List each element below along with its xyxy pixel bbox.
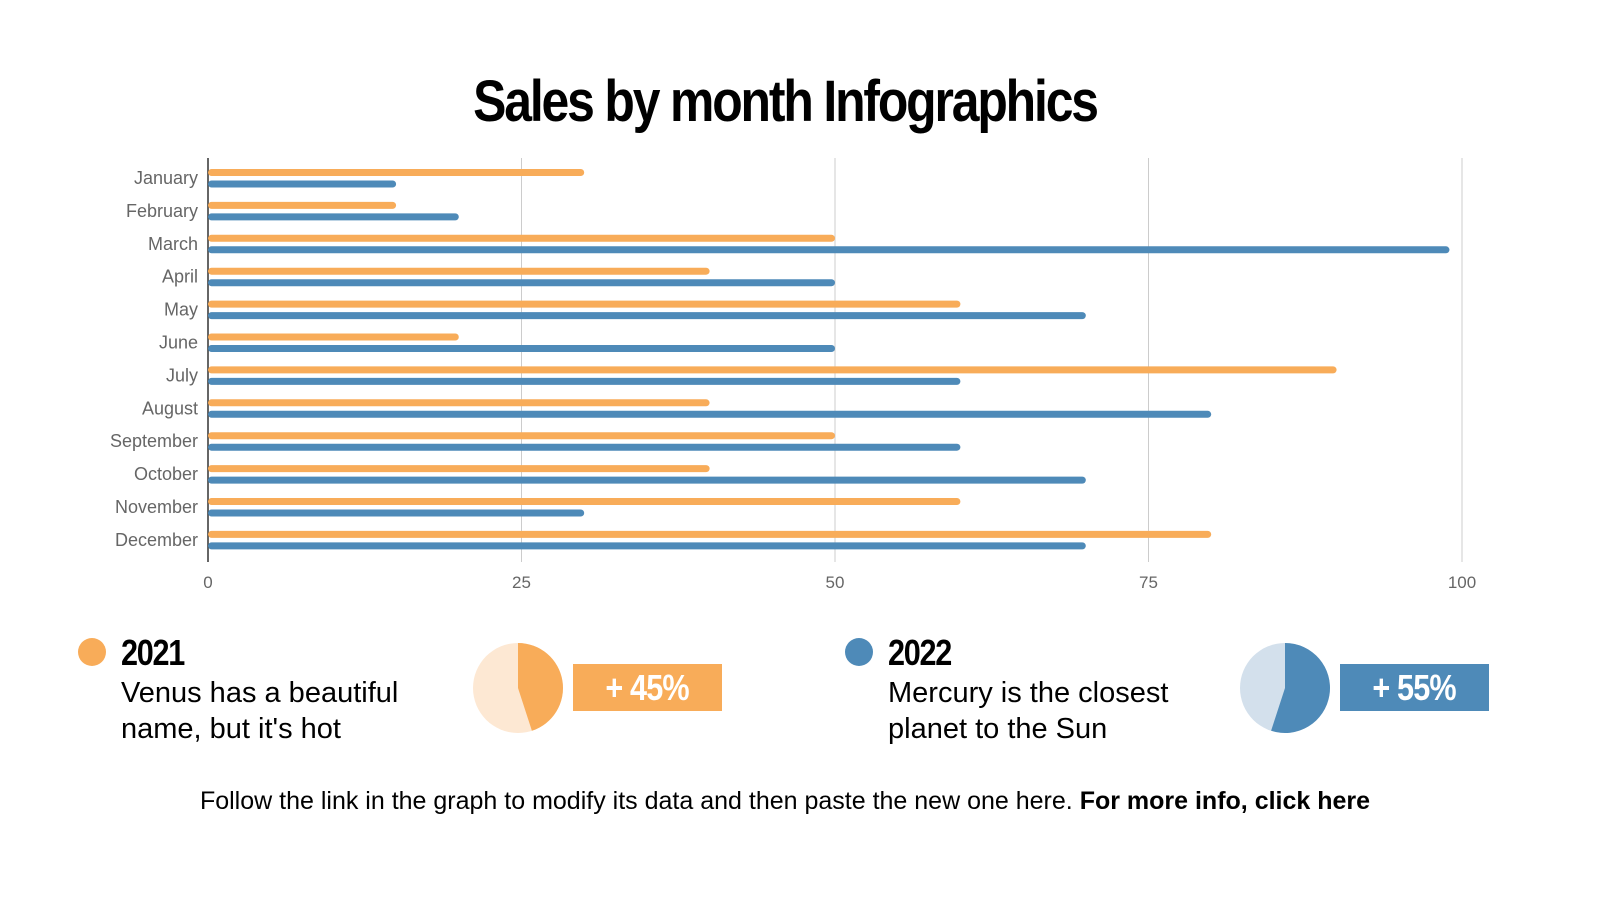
bar-2022-october <box>208 476 1086 484</box>
bar-2022-august <box>208 410 1212 418</box>
x-tick-label: 100 <box>1448 573 1476 592</box>
bar-2021-june <box>208 333 459 341</box>
percent-badge-2022: + 55% <box>1340 664 1489 711</box>
bar-2021-january <box>208 169 585 176</box>
bar-2022-may <box>208 312 1086 320</box>
pie-2021 <box>473 643 563 733</box>
bar-2022-march <box>208 246 1450 254</box>
y-category-label: December <box>115 530 198 550</box>
bar-2022-january <box>208 180 397 188</box>
bar-2022-november <box>208 509 585 517</box>
legend-year: 2022 <box>888 632 952 673</box>
legend-dot-2022 <box>845 638 873 666</box>
bar-2021-november <box>208 498 961 505</box>
pie-slice <box>1271 643 1330 733</box>
x-tick-label: 0 <box>203 573 212 592</box>
bar-2021-february <box>208 201 397 209</box>
pie-slice <box>518 643 563 731</box>
x-tick-label: 25 <box>512 573 531 592</box>
x-tick-label: 75 <box>1139 573 1158 592</box>
bar-2021-september <box>208 432 835 440</box>
y-category-label: August <box>142 398 198 418</box>
x-tick-label: 50 <box>826 573 845 592</box>
bar-2021-august <box>208 399 710 407</box>
percent-label: + 45% <box>605 667 690 708</box>
bar-2022-december <box>208 542 1086 550</box>
bar-2022-june <box>208 345 835 352</box>
page-title: Sales by month Infographics <box>473 69 1099 134</box>
y-category-label: September <box>110 431 198 451</box>
legend-dot-2021 <box>78 638 106 666</box>
footer: Follow the link in the graph to modify i… <box>0 787 1570 816</box>
legend-description: Mercury is the closest planet to the Sun <box>888 677 1169 745</box>
bar-2021-may <box>208 300 961 308</box>
y-category-label: October <box>134 464 198 484</box>
pie-2022 <box>1240 643 1330 733</box>
y-category-label: May <box>164 300 198 320</box>
percent-badge-2021: + 45% <box>573 664 722 711</box>
y-category-label: April <box>162 267 198 287</box>
y-category-label: November <box>115 497 198 517</box>
bar-2022-september <box>208 443 961 451</box>
y-category-label: June <box>159 333 198 353</box>
y-category-label: July <box>166 365 198 385</box>
y-category-label: January <box>134 168 198 188</box>
bar-2021-april <box>208 267 710 275</box>
bar-2021-march <box>208 234 835 242</box>
y-category-label: March <box>148 234 198 254</box>
legend-description: Venus has a beautiful name, but it's hot <box>121 677 399 745</box>
bar-2021-december <box>208 530 1212 538</box>
more-info-link[interactable]: For more info, click here <box>1079 787 1371 815</box>
bar-2022-february <box>208 213 459 221</box>
bar-2022-july <box>208 377 961 385</box>
bar-2022-april <box>208 279 835 287</box>
bar-2021-october <box>208 465 710 473</box>
legend-year: 2021 <box>121 632 185 673</box>
footer-text: Follow the link in the graph to modify i… <box>199 787 1073 815</box>
percent-label: + 55% <box>1372 667 1457 708</box>
y-category-label: February <box>126 201 198 221</box>
bar-2021-july <box>208 366 1337 374</box>
bar-chart: 0 25 50 75 100 January February March April May Ju… <box>110 158 1476 592</box>
